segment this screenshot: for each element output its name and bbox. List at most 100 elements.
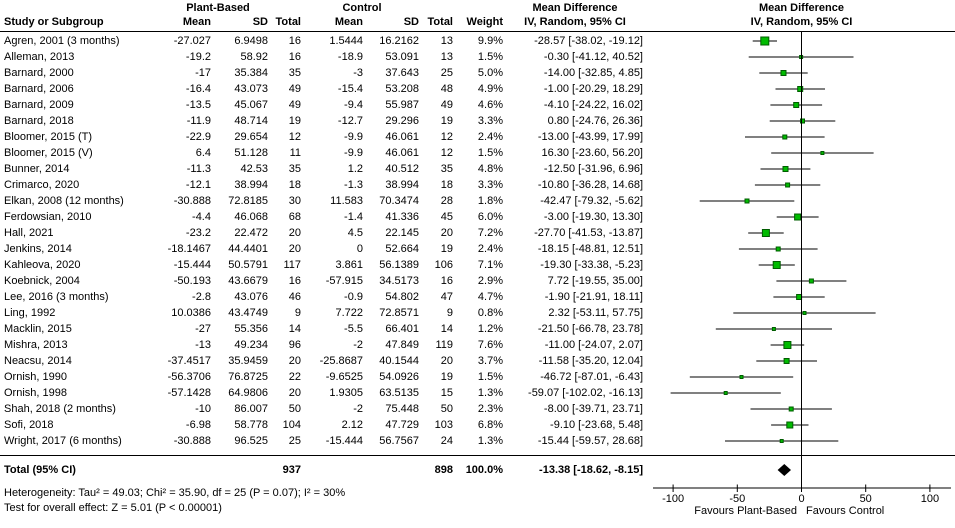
col-header-pb-mean: Mean	[182, 16, 211, 28]
pb-total: 16	[288, 51, 301, 63]
effect-square	[783, 358, 790, 364]
effect-square	[793, 102, 800, 108]
study-name: Barnard, 2000	[4, 67, 74, 79]
ci-text: 2.32 [-53.11, 57.75]	[548, 307, 643, 319]
ci-text: -42.47 [-79.32, -5.62]	[540, 195, 643, 207]
c-mean: -5.5	[344, 323, 363, 335]
c-mean: -2	[353, 339, 363, 351]
effect-square	[760, 36, 770, 46]
study-name: Crimarco, 2020	[4, 179, 80, 191]
c-sd: 46.061	[385, 131, 419, 143]
pb-sd: 51.128	[234, 147, 268, 159]
c-total: 24	[440, 435, 453, 447]
weight: 2.3%	[477, 403, 503, 415]
c-mean: 1.5444	[329, 35, 363, 47]
effect-square	[802, 311, 807, 315]
pb-total: 16	[288, 35, 301, 47]
total-c-mean	[303, 462, 365, 478]
column-headers: Study or Subgroup Mean SD Total Mean SD …	[0, 15, 645, 30]
c-sd: 70.3474	[379, 195, 419, 207]
pb-total: 68	[288, 211, 301, 223]
col-header-study: Study or Subgroup	[4, 16, 104, 28]
c-total: 35	[440, 163, 453, 175]
pb-mean: -13.5	[185, 99, 211, 111]
pb-sd: 38.994	[234, 179, 268, 191]
table-header: Plant-Based Control Mean Difference Mean…	[0, 0, 955, 32]
study-name: Shah, 2018 (2 months)	[4, 403, 116, 415]
c-sd: 22.145	[385, 227, 419, 239]
study-row: Barnard, 2009 -13.5 45.067 49 -9.4 55.987 49 4.…	[0, 97, 645, 113]
ci-text: -18.15 [-48.81, 12.51]	[537, 243, 643, 255]
effect-square	[797, 86, 804, 92]
c-total: 19	[440, 115, 453, 127]
c-total: 9	[446, 307, 453, 319]
ci-text: -0.30 [-41.12, 40.52]	[543, 51, 643, 63]
pb-mean: -17	[195, 67, 211, 79]
pb-mean: -15.444	[173, 259, 211, 271]
effect-square	[771, 327, 776, 331]
c-total: 45	[440, 211, 453, 223]
pooled-diamond	[777, 464, 791, 476]
c-mean: -9.6525	[325, 371, 363, 383]
pb-mean: -13	[195, 339, 211, 351]
study-name: Kahleova, 2020	[4, 259, 81, 271]
col-header-weight: Weight	[466, 16, 503, 28]
c-total: 13	[440, 35, 453, 47]
study-name: Mishra, 2013	[4, 339, 68, 351]
pb-sd: 43.073	[234, 83, 268, 95]
c-total: 19	[440, 243, 453, 255]
effect-square	[788, 406, 794, 412]
c-total: 12	[440, 131, 453, 143]
c-total: 13	[440, 51, 453, 63]
study-row: Hall, 2021 -23.2 22.472 20 4.5 22.145 20 7.2% -2…	[0, 225, 645, 241]
pb-mean: 10.0386	[171, 307, 211, 319]
c-total: 18	[440, 179, 453, 191]
ci-text: -8.00 [-39.71, 23.71]	[543, 403, 643, 415]
total-c-n: 898	[434, 464, 453, 476]
c-total: 106	[434, 259, 453, 271]
c-total: 119	[435, 339, 453, 351]
ci-text: -1.90 [-21.91, 18.11]	[544, 291, 643, 303]
weight: 5.0%	[477, 67, 503, 79]
c-sd: 47.849	[385, 339, 419, 351]
pb-sd: 43.6679	[228, 275, 268, 287]
pb-total: 20	[288, 227, 301, 239]
effect-square	[794, 213, 802, 221]
study-name: Ornish, 1998	[4, 387, 67, 399]
effect-square	[796, 294, 803, 300]
effect-square	[775, 246, 781, 252]
c-mean: -15.4	[337, 83, 363, 95]
c-sd: 56.1389	[379, 259, 419, 271]
ci-text: -12.50 [-31.96, 6.96]	[543, 163, 643, 175]
weight: 7.2%	[477, 227, 503, 239]
study-row: Bunner, 2014 -11.3 42.53 35 1.2 40.512 35 4.8% -…	[0, 161, 645, 177]
pb-total: 14	[288, 323, 301, 335]
pb-sd: 43.4749	[228, 307, 268, 319]
c-total: 28	[440, 195, 453, 207]
study-name: Agren, 2001 (3 months)	[4, 35, 120, 47]
pb-total: 12	[288, 131, 301, 143]
study-row: Shah, 2018 (2 months) -10 86.007 50 -2 75.448…	[0, 401, 645, 417]
pb-mean: -50.193	[173, 275, 211, 287]
group-header-plant-based: Plant-Based	[186, 2, 250, 14]
ci-text: -27.70 [-41.53, -13.87]	[534, 227, 643, 239]
pb-mean: -6.98	[185, 419, 211, 431]
study-row: Wright, 2017 (6 months) -30.888 96.525 25 -1…	[0, 433, 645, 449]
study-name: Bunner, 2014	[4, 163, 70, 175]
col-header-pb-total: Total	[275, 16, 301, 28]
study-row: Mishra, 2013 -13 49.234 96 -2 47.849 119 7.6% -1…	[0, 337, 645, 353]
weight: 3.3%	[477, 179, 503, 191]
study-row: Alleman, 2013 -19.2 58.92 16 -18.9 53.091 13 1.…	[0, 49, 645, 65]
c-total: 12	[440, 147, 453, 159]
pb-sd: 29.654	[234, 131, 268, 143]
weight: 2.4%	[477, 131, 503, 143]
effect-square	[783, 341, 792, 349]
ci-text: 16.30 [-23.60, 56.20]	[541, 147, 643, 159]
pb-total: 20	[288, 387, 301, 399]
c-mean: 2.12	[341, 419, 363, 431]
study-row: Bloomer, 2015 (T) -22.9 29.654 12 -9.9 46.061…	[0, 129, 645, 145]
c-total: 50	[440, 403, 453, 415]
study-name: Sofi, 2018	[4, 419, 54, 431]
pb-total: 46	[288, 291, 301, 303]
col-header-c-mean: Mean	[334, 16, 363, 28]
